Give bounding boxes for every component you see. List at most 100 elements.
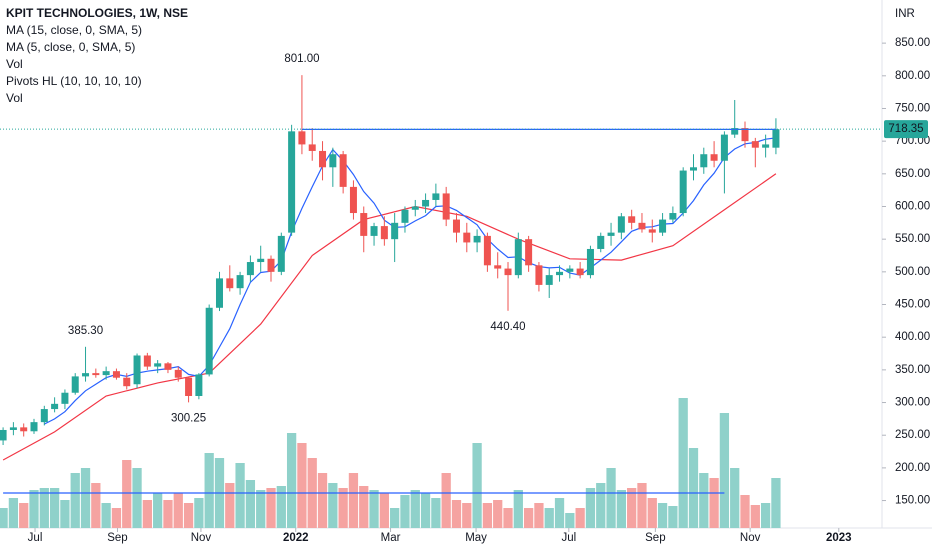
volume-bar — [575, 508, 585, 528]
candle-body — [133, 355, 141, 385]
candle-body — [349, 186, 357, 214]
candle-body — [586, 248, 594, 276]
candle-body — [308, 144, 316, 151]
x-tick-label: May — [465, 532, 487, 544]
candle-body — [205, 307, 213, 375]
price-annotation: 440.40 — [490, 321, 525, 333]
y-tick-label: 800.00 — [895, 70, 930, 82]
x-tick-label: Sep — [107, 532, 127, 544]
candle-body — [597, 235, 605, 249]
volume-bar — [142, 500, 152, 528]
candle-body — [710, 154, 718, 161]
volume-bar — [317, 473, 328, 528]
candle-body — [514, 239, 522, 276]
volume-bar — [328, 483, 338, 528]
candle-body — [319, 150, 327, 168]
volume-bar — [760, 503, 771, 528]
x-tick-label: 2023 — [826, 532, 852, 544]
candle-body — [329, 154, 337, 168]
y-tick-label: 600.00 — [895, 201, 930, 213]
candle-body — [267, 258, 275, 272]
volume-bar — [534, 503, 544, 528]
volume-bar — [730, 468, 740, 528]
volume-bar — [688, 448, 699, 528]
candle-body — [751, 141, 759, 148]
candle-body — [463, 232, 471, 243]
x-tick-label: 2022 — [283, 532, 309, 544]
candle-body — [494, 265, 502, 269]
y-tick-label: 200.00 — [895, 462, 930, 474]
volume-bar — [80, 468, 91, 528]
candle-body — [566, 268, 574, 272]
candle-body — [679, 170, 687, 214]
volume-bar — [379, 493, 389, 528]
candle-body — [20, 427, 28, 432]
plot-area: 801.00 385.30 300.25 440.40 — [0, 53, 781, 528]
volume-bar — [637, 483, 647, 528]
volume-bar — [286, 433, 297, 528]
candle-body — [174, 369, 182, 378]
candle-body — [473, 235, 481, 243]
volume-bar — [29, 490, 39, 528]
y-tick-label: 450.00 — [895, 299, 930, 311]
candle-body — [123, 377, 131, 387]
candle-body — [277, 235, 285, 272]
volume-bar — [616, 490, 626, 528]
volume-bar — [111, 508, 122, 528]
volume-bar — [183, 503, 194, 528]
candle-body — [257, 258, 265, 263]
volume-bar — [678, 398, 688, 528]
candle-body — [535, 265, 543, 285]
volume-bar — [771, 478, 781, 528]
volume-bar — [390, 508, 400, 528]
volume-bar — [153, 493, 163, 528]
volume-bar — [297, 443, 307, 528]
candle-body — [659, 219, 667, 233]
candle-body — [143, 355, 151, 367]
candle-body — [648, 229, 656, 233]
x-tick-label: Sep — [645, 532, 665, 544]
candle-body — [164, 363, 172, 370]
candle-body — [185, 377, 193, 396]
candle-body — [741, 128, 749, 142]
candle-body — [82, 373, 90, 377]
volume-bar — [544, 508, 554, 528]
candle-body — [762, 144, 770, 148]
volume-bar — [369, 490, 379, 528]
candle-body — [576, 268, 584, 276]
volume-bar — [513, 490, 523, 528]
candle-body — [638, 222, 646, 230]
x-tick-label: Nov — [191, 532, 212, 544]
volume-bar — [554, 498, 565, 528]
volume-bar — [709, 478, 719, 528]
candle-body — [154, 363, 162, 367]
candle-body — [360, 213, 368, 236]
candle-body — [401, 209, 409, 223]
price-annotation: 385.30 — [68, 325, 103, 337]
candle-body — [669, 213, 677, 220]
candle-body — [51, 403, 59, 410]
candle-body — [483, 235, 491, 266]
volume-bar — [163, 500, 173, 528]
candle-body — [370, 226, 378, 236]
volume-bar — [462, 503, 472, 528]
volume-bar — [225, 483, 235, 528]
volume-bar — [91, 483, 101, 528]
candle-body — [102, 371, 110, 376]
x-tick-label: Jul — [561, 532, 576, 544]
volume-bar — [472, 443, 482, 528]
y-tick-label: 750.00 — [895, 103, 930, 115]
candle-body — [720, 134, 728, 161]
y-tick-label: 150.00 — [895, 495, 930, 507]
volume-bar — [122, 460, 132, 528]
candle-body — [246, 262, 254, 276]
chart-title: KPIT TECHNOLOGIES, 1W, NSE — [6, 6, 188, 20]
candle-body — [288, 131, 296, 233]
volume-bar — [493, 500, 503, 528]
candle-body — [422, 199, 430, 207]
volume-bar — [101, 503, 111, 528]
candle-body — [30, 422, 38, 432]
volume-bar — [431, 498, 441, 528]
volume-bar — [19, 503, 29, 528]
